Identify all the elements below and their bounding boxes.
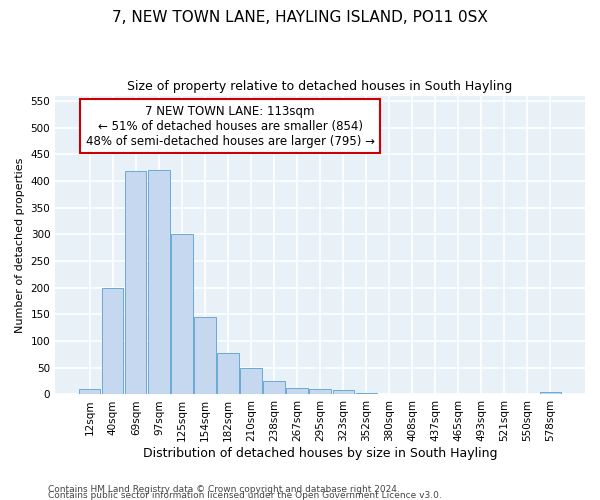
Bar — [125, 172, 146, 394]
Text: 7 NEW TOWN LANE: 113sqm
← 51% of detached houses are smaller (854)
48% of semi-d: 7 NEW TOWN LANE: 113sqm ← 51% of detache… — [86, 104, 374, 148]
Text: 7, NEW TOWN LANE, HAYLING ISLAND, PO11 0SX: 7, NEW TOWN LANE, HAYLING ISLAND, PO11 0… — [112, 10, 488, 25]
Bar — [217, 353, 239, 395]
Text: Contains public sector information licensed under the Open Government Licence v3: Contains public sector information licen… — [48, 490, 442, 500]
Text: Contains HM Land Registry data © Crown copyright and database right 2024.: Contains HM Land Registry data © Crown c… — [48, 484, 400, 494]
Bar — [263, 381, 284, 394]
Bar — [332, 390, 353, 394]
Bar — [148, 170, 170, 394]
Y-axis label: Number of detached properties: Number of detached properties — [15, 158, 25, 332]
X-axis label: Distribution of detached houses by size in South Hayling: Distribution of detached houses by size … — [143, 447, 497, 460]
Title: Size of property relative to detached houses in South Hayling: Size of property relative to detached ho… — [127, 80, 513, 93]
Bar — [194, 317, 215, 394]
Bar — [172, 234, 193, 394]
Bar — [310, 389, 331, 394]
Bar — [356, 393, 377, 394]
Bar — [540, 392, 561, 394]
Bar — [241, 368, 262, 394]
Bar — [79, 389, 100, 394]
Bar — [102, 288, 124, 395]
Bar — [286, 388, 308, 394]
